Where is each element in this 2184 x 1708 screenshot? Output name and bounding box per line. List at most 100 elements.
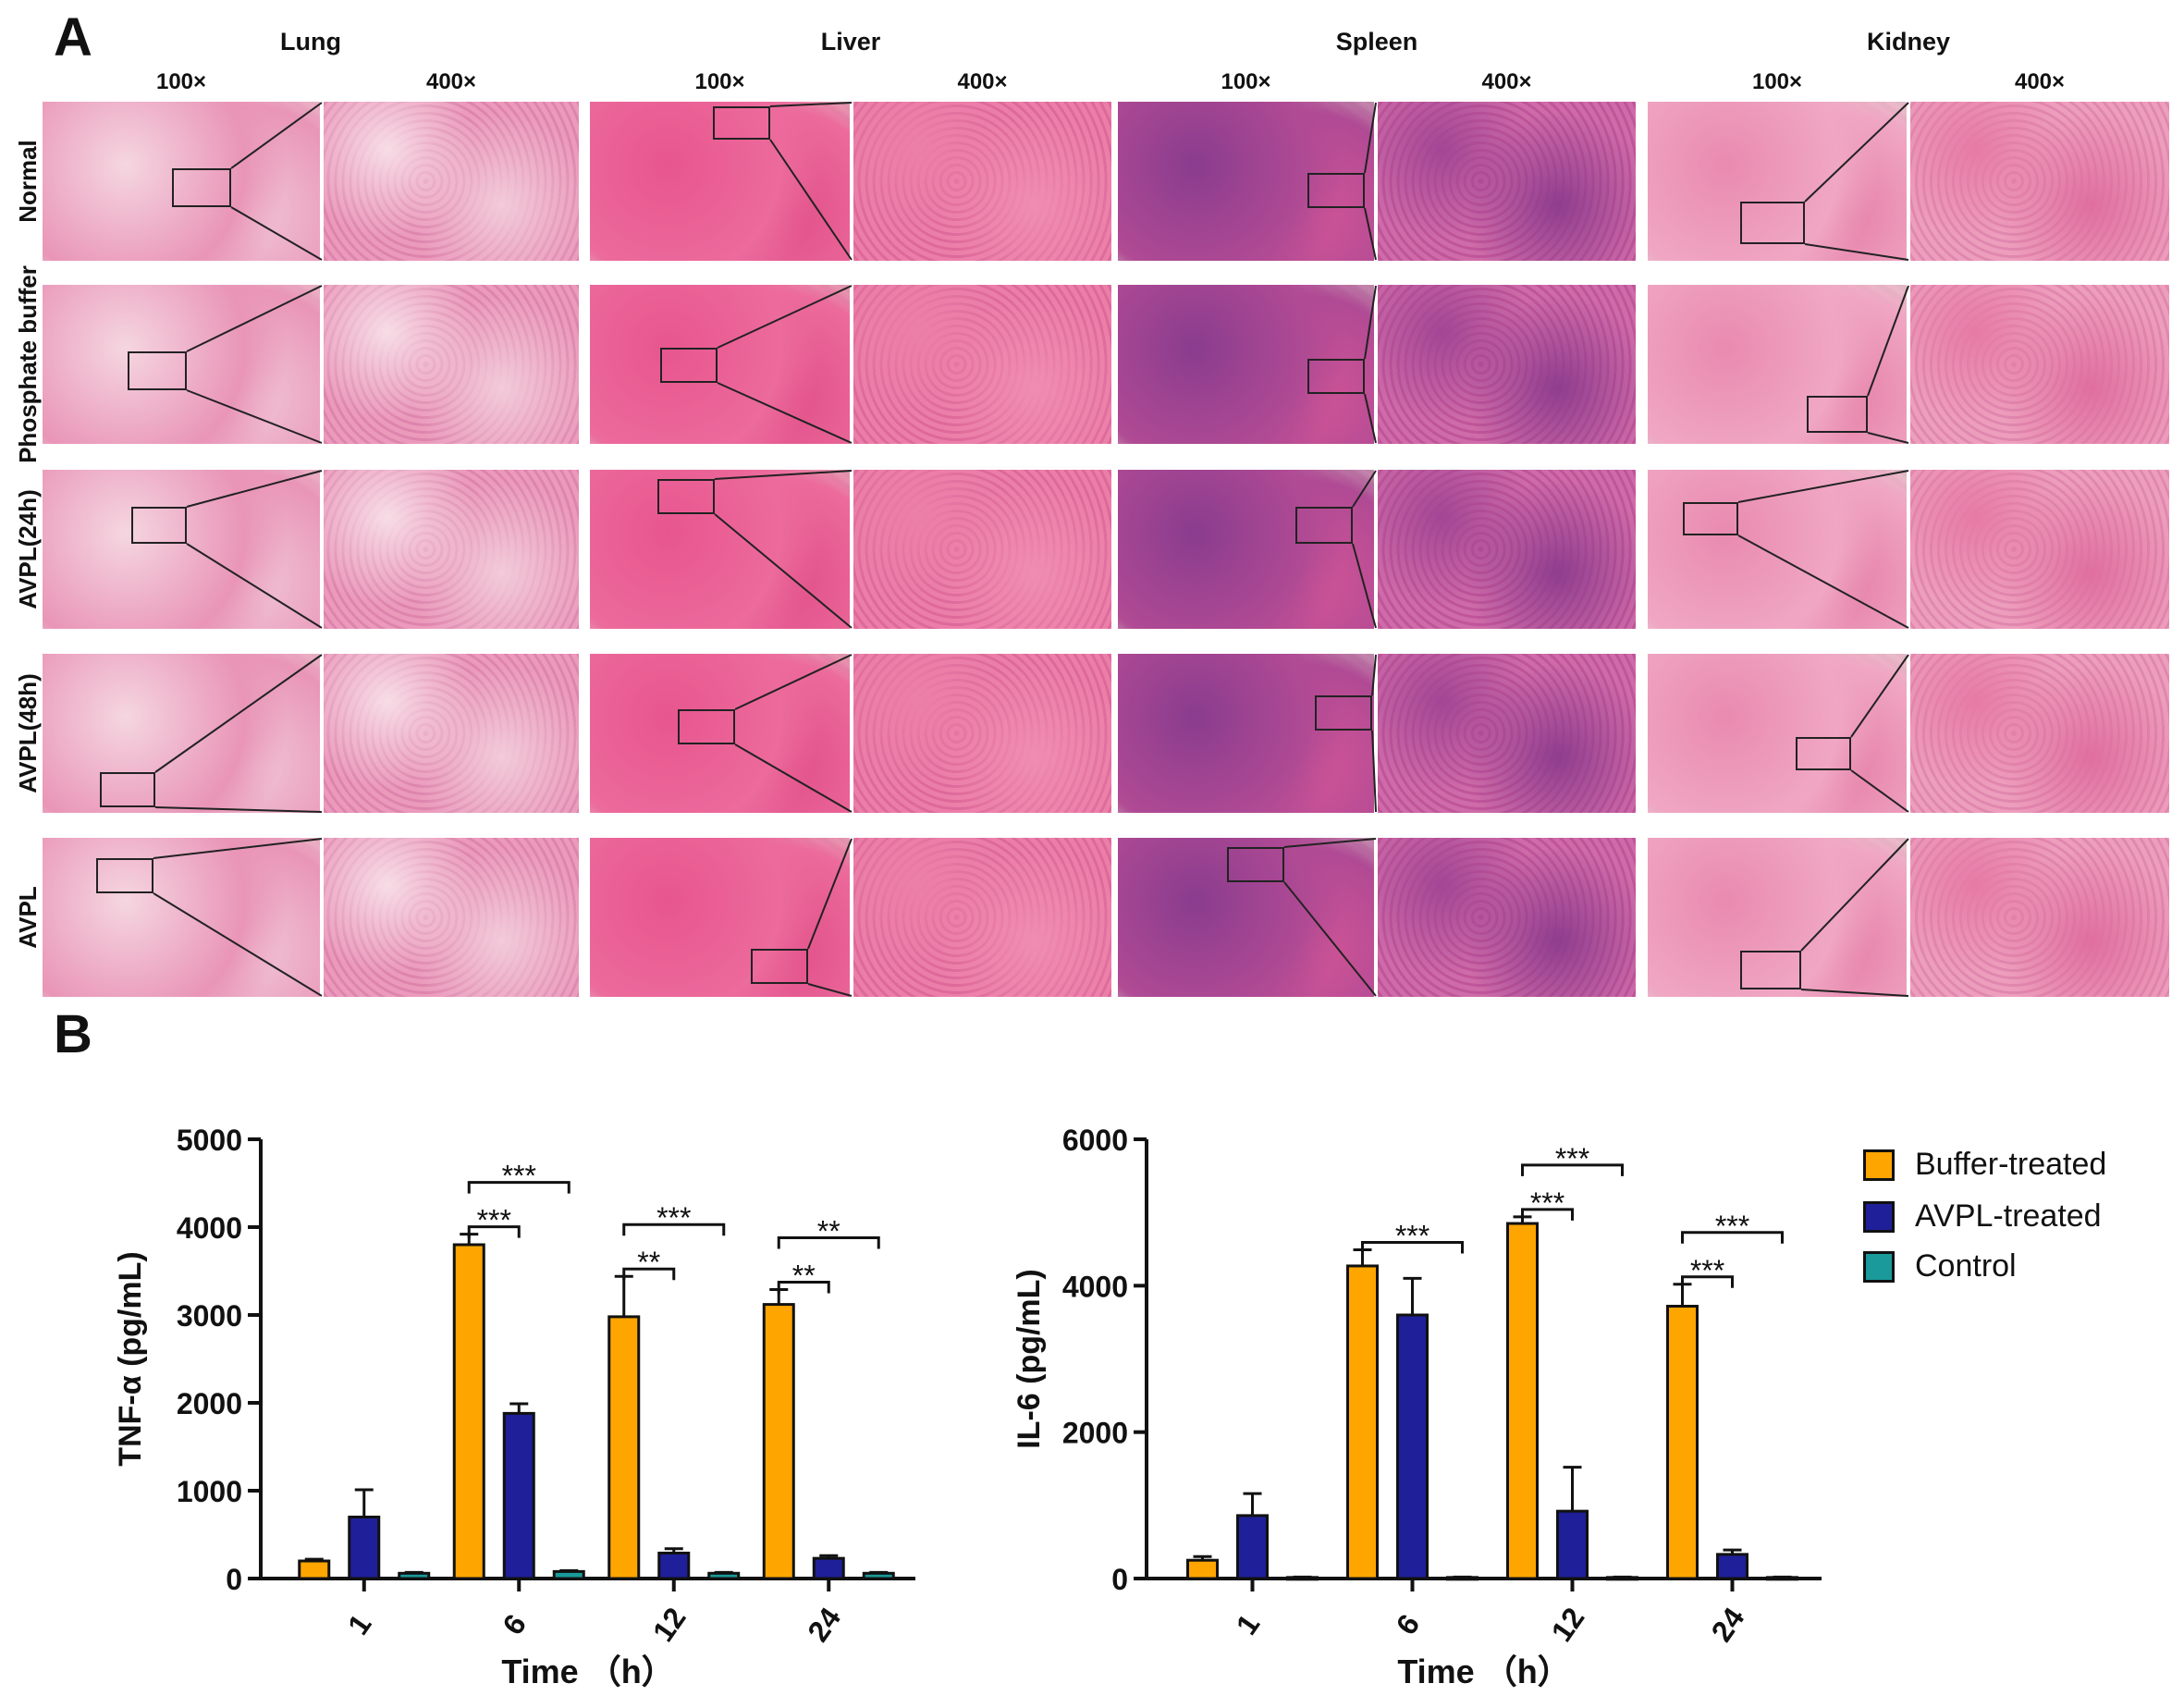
x-tick-label: 12 bbox=[1545, 1602, 1591, 1648]
y-tick-label: 0 bbox=[1111, 1563, 1128, 1596]
zoom-line-bottom bbox=[1364, 207, 1377, 261]
x-tick-label: 24 bbox=[801, 1602, 847, 1648]
zoom-connector bbox=[807, 838, 853, 997]
zoom-box bbox=[1307, 173, 1365, 208]
y-tick-label: 2000 bbox=[177, 1387, 242, 1420]
tile-kidney-low-row5 bbox=[1648, 838, 1907, 997]
mag-label-high-kidney: 400× bbox=[2014, 69, 2066, 94]
y-axis-label: IL-6 (pg/mL) bbox=[1012, 1269, 1047, 1449]
bar bbox=[812, 1556, 845, 1580]
zoom-line-bottom bbox=[717, 382, 853, 444]
tile-kidney-high-row3 bbox=[1910, 470, 2169, 629]
zoom-line-bottom bbox=[1352, 543, 1377, 629]
zoom-connector bbox=[1804, 102, 1909, 261]
zoom-line-top bbox=[1800, 838, 1909, 952]
tile-liver-high-row4 bbox=[853, 654, 1111, 813]
zoom-line-top bbox=[807, 838, 853, 950]
y-tick-label: 0 bbox=[226, 1563, 242, 1596]
significance-label: *** bbox=[1395, 1220, 1429, 1253]
y-tick-label: 6000 bbox=[1062, 1124, 1128, 1157]
zoom-connector bbox=[714, 470, 853, 629]
bar bbox=[398, 1571, 431, 1580]
tile-kidney-low-row2 bbox=[1648, 285, 1907, 444]
zoom-box bbox=[1307, 359, 1365, 394]
chart-legend: Buffer-treated AVPL-treated Control bbox=[1863, 1147, 2178, 1304]
zoom-line-bottom bbox=[186, 543, 323, 629]
zoom-line-top bbox=[186, 285, 323, 352]
zoom-box bbox=[1227, 847, 1284, 882]
significance-label: *** bbox=[1555, 1142, 1589, 1175]
zoom-box bbox=[172, 168, 231, 207]
x-axis-label: Time （h） bbox=[501, 1653, 674, 1690]
tile-lung-low-row4 bbox=[43, 654, 320, 813]
legend-item-buffer: Buffer-treated bbox=[1863, 1147, 2106, 1183]
significance-label: *** bbox=[656, 1201, 691, 1235]
row-label-4: AVPL(48h) bbox=[14, 673, 42, 793]
zoom-connector bbox=[1364, 285, 1377, 444]
legend-swatch-avpl bbox=[1863, 1200, 1895, 1233]
bar bbox=[502, 1411, 535, 1580]
tile-kidney-low-row1 bbox=[1648, 102, 1907, 261]
x-tick-label: 24 bbox=[1705, 1602, 1751, 1648]
tile-liver-low-row1 bbox=[590, 102, 850, 261]
x-tick-label: 6 bbox=[496, 1608, 533, 1640]
legend-swatch-control bbox=[1863, 1250, 1895, 1283]
zoom-line-top bbox=[734, 654, 853, 710]
zoom-line-top bbox=[153, 838, 323, 859]
mag-label-low-liver: 100× bbox=[694, 69, 745, 94]
tile-liver-low-row5 bbox=[590, 838, 850, 997]
tile-kidney-low-row4 bbox=[1648, 654, 1907, 813]
row-label-5: AVPL bbox=[14, 886, 42, 949]
y-tick-label: 1000 bbox=[177, 1475, 242, 1508]
panel-b-letter: B bbox=[54, 1004, 92, 1064]
zoom-line-top bbox=[717, 285, 853, 349]
tile-lung-low-row2 bbox=[43, 285, 320, 444]
tile-spleen-high-row3 bbox=[1378, 470, 1636, 629]
zoom-connector bbox=[1283, 838, 1377, 997]
bar bbox=[1716, 1553, 1748, 1580]
zoom-connector bbox=[1800, 838, 1909, 997]
row-label-1: Normal bbox=[14, 140, 42, 223]
zoom-line-top bbox=[186, 470, 323, 508]
tile-kidney-high-row4 bbox=[1910, 654, 2169, 813]
bar bbox=[1506, 1222, 1539, 1580]
tile-lung-high-row4 bbox=[324, 654, 579, 813]
y-tick-label: 4000 bbox=[1062, 1270, 1128, 1303]
zoom-connector bbox=[1737, 470, 1909, 629]
panel-a-letter: A bbox=[54, 7, 92, 68]
zoom-connector bbox=[769, 102, 853, 261]
zoom-box bbox=[678, 709, 735, 744]
zoom-line-top bbox=[1867, 285, 1909, 397]
mag-label-low-kidney: 100× bbox=[1751, 69, 1803, 94]
zoom-line-top bbox=[1352, 470, 1377, 508]
zoom-line-bottom bbox=[1804, 243, 1909, 261]
zoom-line-bottom bbox=[734, 743, 853, 813]
legend-label-buffer: Buffer-treated bbox=[1915, 1147, 2107, 1182]
mag-label-high-spleen: 400× bbox=[1481, 69, 1532, 94]
x-tick-label: 12 bbox=[646, 1602, 693, 1648]
zoom-line-bottom bbox=[714, 513, 853, 629]
tile-kidney-high-row1 bbox=[1910, 102, 2169, 261]
bar bbox=[1666, 1305, 1699, 1580]
zoom-box bbox=[100, 772, 155, 807]
tnf-alpha-chart: 0 1000 2000 3000 4000 5000 TNF-α (pg/mL) 1 6 12 24… bbox=[113, 1124, 915, 1690]
row-label-2: Phosphate buffer bbox=[14, 265, 42, 463]
legend-item-avpl: AVPL-treated bbox=[1863, 1198, 2102, 1235]
tile-spleen-low-row5 bbox=[1118, 838, 1374, 997]
mag-label-high-liver: 400× bbox=[957, 69, 1008, 94]
tile-spleen-low-row2 bbox=[1118, 285, 1374, 444]
zoom-line-bottom bbox=[807, 983, 853, 997]
tile-liver-high-row3 bbox=[853, 470, 1111, 629]
tile-lung-high-row1 bbox=[324, 102, 579, 261]
significance-bracket bbox=[1361, 1241, 1464, 1254]
y-tick-label: 5000 bbox=[177, 1124, 242, 1157]
zoom-line-bottom bbox=[186, 389, 323, 444]
zoom-connector bbox=[154, 654, 323, 813]
zoom-box bbox=[1740, 951, 1801, 989]
legend-swatch-buffer bbox=[1863, 1149, 1895, 1181]
significance-bracket bbox=[622, 1223, 726, 1236]
bar bbox=[1556, 1509, 1589, 1580]
zoom-line-bottom bbox=[769, 139, 853, 261]
significance-bracket bbox=[777, 1280, 830, 1294]
zoom-line-bottom bbox=[1364, 393, 1377, 444]
